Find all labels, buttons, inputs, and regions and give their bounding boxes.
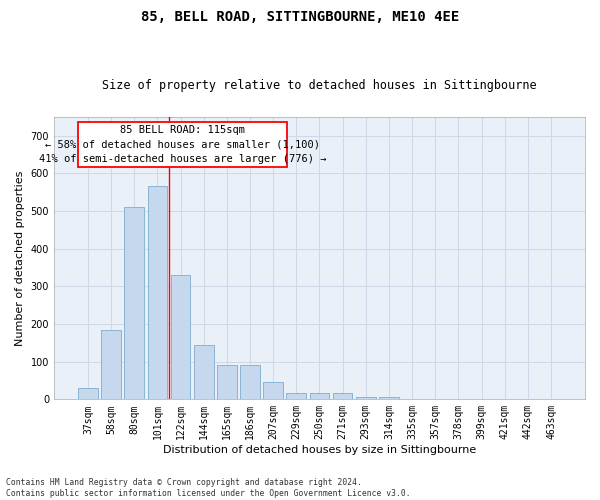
Bar: [356, 398, 376, 400]
Bar: [310, 392, 329, 400]
FancyBboxPatch shape: [78, 122, 287, 166]
Text: Contains HM Land Registry data © Crown copyright and database right 2024.
Contai: Contains HM Land Registry data © Crown c…: [6, 478, 410, 498]
Bar: [217, 366, 236, 400]
Bar: [148, 186, 167, 400]
Bar: [101, 330, 121, 400]
Text: 85, BELL ROAD, SITTINGBOURNE, ME10 4EE: 85, BELL ROAD, SITTINGBOURNE, ME10 4EE: [141, 10, 459, 24]
Bar: [78, 388, 98, 400]
Text: ← 58% of detached houses are smaller (1,100): ← 58% of detached houses are smaller (1,…: [45, 140, 320, 149]
Bar: [170, 275, 190, 400]
Text: 41% of semi-detached houses are larger (776) →: 41% of semi-detached houses are larger (…: [38, 154, 326, 164]
X-axis label: Distribution of detached houses by size in Sittingbourne: Distribution of detached houses by size …: [163, 445, 476, 455]
Bar: [194, 344, 214, 400]
Bar: [333, 392, 352, 400]
Bar: [124, 207, 144, 400]
Y-axis label: Number of detached properties: Number of detached properties: [15, 170, 25, 346]
Bar: [286, 392, 306, 400]
Bar: [263, 382, 283, 400]
Text: 85 BELL ROAD: 115sqm: 85 BELL ROAD: 115sqm: [120, 125, 245, 135]
Bar: [379, 398, 399, 400]
Bar: [240, 366, 260, 400]
Title: Size of property relative to detached houses in Sittingbourne: Size of property relative to detached ho…: [102, 79, 537, 92]
